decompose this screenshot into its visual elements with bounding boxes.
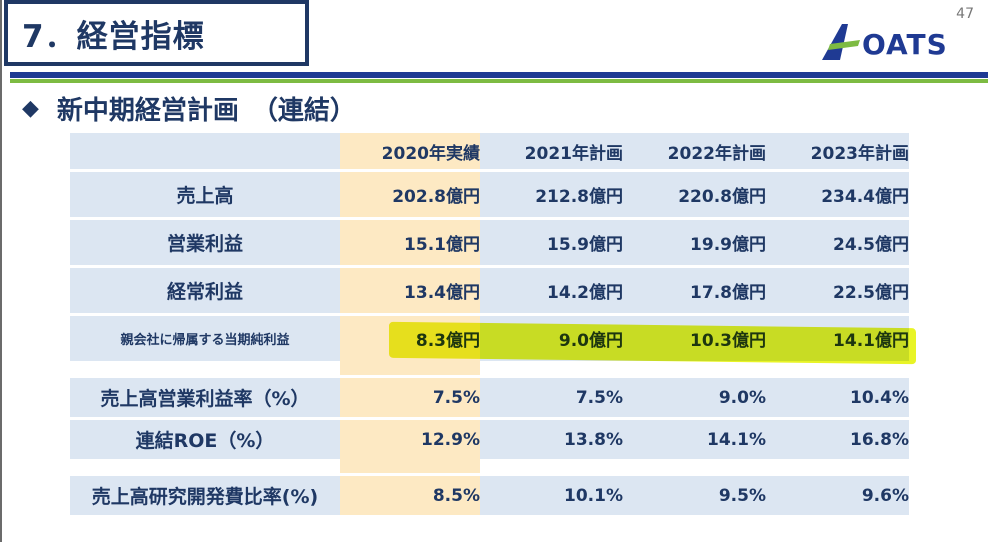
table-cell: 14.2億円: [480, 265, 623, 313]
table-cell: 24.5億円: [766, 217, 909, 265]
table-cell: 12.9%: [340, 417, 480, 459]
table-row: 連結ROE（%） 12.9% 13.8% 14.1% 16.8%: [70, 417, 909, 459]
header-corner-cell: [70, 133, 340, 169]
table-cell: 8.5%: [340, 473, 480, 515]
column-header: 2020年実績: [340, 133, 480, 169]
diamond-bullet-icon: ◆: [22, 95, 39, 121]
table-cell: 19.9億円: [623, 217, 766, 265]
table-cell: 13.4億円: [340, 265, 480, 313]
table-cell: 14.1%: [623, 417, 766, 459]
row-label: 営業利益: [70, 217, 340, 265]
logo-wordmark: OATS: [862, 28, 948, 61]
table-cell: 7.5%: [480, 375, 623, 417]
section-heading-text: 新中期経営計画 （連結）: [56, 95, 356, 126]
header-rule-green: [10, 79, 988, 83]
table-row: 売上高研究開発費比率(%) 8.5% 10.1% 9.5% 9.6%: [70, 473, 909, 515]
table-cell: 10.1%: [480, 473, 623, 515]
column-header: 2022年計画: [623, 133, 766, 169]
table-cell: 9.5%: [623, 473, 766, 515]
table-cell: 212.8億円: [480, 169, 623, 217]
table-cell: 9.6%: [766, 473, 909, 515]
row-label: 経常利益: [70, 265, 340, 313]
table-cell: 220.8億円: [623, 169, 766, 217]
header-rule-blue: [10, 72, 988, 78]
page-number: 47: [956, 6, 974, 22]
row-label: 連結ROE（%）: [70, 417, 340, 459]
table-cell: 15.1億円: [340, 217, 480, 265]
table-cell: 10.4%: [766, 375, 909, 417]
section-heading: ◆ 新中期経営計画 （連結）: [22, 88, 356, 128]
table-cell: 7.5%: [340, 375, 480, 417]
table-cell: 202.8億円: [340, 169, 480, 217]
row-label: 売上高営業利益率（%）: [70, 375, 340, 417]
table-spacer-row: [70, 361, 909, 375]
table-row: 経常利益 13.4億円 14.2億円 17.8億円 22.5億円: [70, 265, 909, 313]
table-spacer-row: [70, 459, 909, 473]
column-header: 2023年計画: [766, 133, 909, 169]
row-label: 親会社に帰属する当期純利益: [70, 313, 340, 361]
table-row: 営業利益 15.1億円 15.9億円 19.9億円 24.5億円: [70, 217, 909, 265]
highlighter-mark: [389, 321, 916, 365]
table-cell: 15.9億円: [480, 217, 623, 265]
logo-mark-icon: [822, 24, 860, 60]
table-row: 売上高営業利益率（%） 7.5% 7.5% 9.0% 10.4%: [70, 375, 909, 417]
column-header: 2021年計画: [480, 133, 623, 169]
table-cell: 234.4億円: [766, 169, 909, 217]
slide-title: 7．経営指標: [4, 0, 309, 66]
table-cell: 13.8%: [480, 417, 623, 459]
table-cell: 9.0%: [623, 375, 766, 417]
table-header-row: 2020年実績 2021年計画 2022年計画 2023年計画: [70, 133, 909, 169]
table-cell: 16.8%: [766, 417, 909, 459]
table-cell: 17.8億円: [623, 265, 766, 313]
row-label: 売上高研究開発費比率(%): [70, 473, 340, 515]
table-cell: 22.5億円: [766, 265, 909, 313]
table-row: 売上高 202.8億円 212.8億円 220.8億円 234.4億円: [70, 169, 909, 217]
company-logo: OATS: [820, 22, 970, 64]
row-label: 売上高: [70, 169, 340, 217]
